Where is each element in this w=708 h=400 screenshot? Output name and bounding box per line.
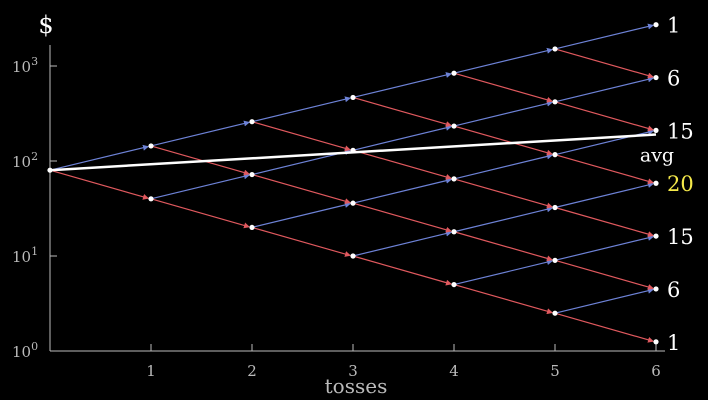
avg-label: avg [640,145,674,167]
tree-node [148,196,154,202]
x-axis-label: tosses [325,374,388,398]
up-move-edge [49,144,149,171]
down-move-edge [352,96,452,127]
up-move-edge [150,120,250,147]
y-tick-label: 102 [12,150,38,171]
x-tick-label: 3 [348,362,358,380]
down-move-edge [453,72,553,103]
tree-node [451,123,457,129]
tree-node [350,147,356,153]
outcome-count-label: 1 [667,14,680,38]
down-move-edge [251,121,351,152]
tree-node [653,286,659,292]
outcome-count-label: 6 [667,67,680,91]
y-tick-label: 103 [12,55,38,76]
up-move-edge [554,287,654,314]
down-move-edge [554,101,654,132]
outcome-counts: 1 6 15 20 15 6 1 [667,14,694,355]
tree-edges [49,23,654,343]
up-move-edge [453,47,553,74]
down-move-edge [352,255,452,286]
down-move-edge [150,198,250,229]
x-ticks: 1 2 3 4 5 6 [146,344,661,380]
tree-node [249,224,255,231]
tree-node [653,180,659,186]
up-move-edge [251,202,351,228]
outcome-count-label: 1 [667,331,680,355]
axes: $ tosses [38,11,665,398]
tree-node [350,94,356,101]
x-tick-label: 6 [651,362,661,380]
down-move-edge [453,284,553,315]
tree-node [47,167,53,173]
tree-node [552,204,558,211]
down-move-edge [49,169,149,200]
up-move-edge [554,23,654,50]
tree-node [451,176,457,182]
tree-node [552,152,558,158]
up-move-edge [352,177,452,204]
tree-node [653,127,659,133]
up-move-edge [554,182,654,209]
tree-node [451,229,457,235]
tree-node [552,99,558,105]
x-tick-label: 5 [550,362,560,380]
down-move-edge [554,206,654,238]
down-move-edge [554,154,654,185]
tree-node [552,310,558,316]
up-move-edge [453,153,553,180]
y-axis-label: $ [38,11,53,39]
tree-nodes [47,22,659,345]
down-move-edge [352,202,452,233]
tree-node [350,253,356,259]
tree-node [451,70,457,76]
outcome-count-label: 15 [667,119,694,143]
down-move-edge [453,231,553,262]
tree-node [350,200,356,206]
tree-node [653,74,659,81]
up-move-edge [251,149,351,176]
up-move-edge [453,206,553,233]
up-move-edge [150,173,250,200]
tree-node [653,22,659,28]
tree-node [653,233,659,239]
outcome-count-label: 20 [667,172,694,196]
down-move-edge [453,178,553,209]
tree-node [552,46,558,52]
down-move-edge [251,173,351,205]
y-tick-label: 100 [12,340,38,361]
up-move-edge [352,124,452,151]
up-move-edge [352,230,452,257]
down-move-edge [150,145,250,176]
down-move-edge [554,259,654,290]
up-move-edge [251,96,351,123]
tree-node [249,119,255,125]
up-move-edge [554,234,654,261]
up-move-edge [453,100,553,127]
x-tick-label: 1 [146,362,156,380]
tree-node [249,171,255,178]
tree-node [148,143,154,149]
tree-node [552,257,558,263]
down-move-edge [554,48,654,79]
down-move-edge [453,125,553,156]
down-move-edge [352,149,452,180]
x-tick-label: 2 [247,362,257,380]
up-move-edge [554,76,654,103]
tree-node [653,339,659,345]
x-tick-label: 4 [449,362,459,380]
outcome-count-label: 6 [667,278,680,302]
down-move-edge [251,226,351,257]
outcome-count-label: 15 [667,225,694,249]
y-tick-label: 101 [12,245,38,266]
up-move-edge [453,259,553,286]
up-move-edge [352,72,452,99]
avg-line-group: avg [49,133,674,172]
tree-node [451,281,457,288]
down-move-edge [554,312,654,343]
